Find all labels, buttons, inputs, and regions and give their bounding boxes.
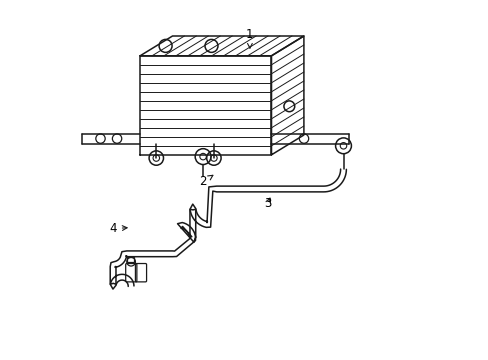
Text: 1: 1: [245, 28, 253, 48]
Text: 3: 3: [264, 197, 271, 210]
Text: 4: 4: [109, 222, 127, 235]
Text: 2: 2: [199, 175, 212, 188]
